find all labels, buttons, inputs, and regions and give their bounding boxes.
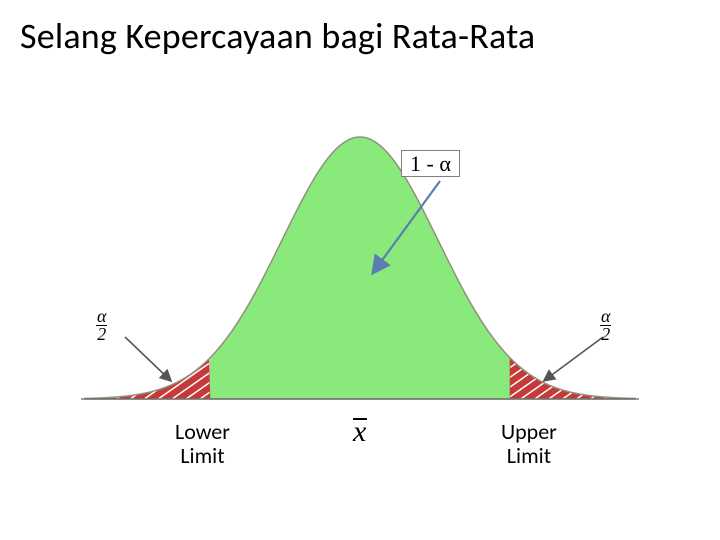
upper-limit-line1: Upper: [501, 418, 557, 445]
alpha-half-right-den: 2: [600, 326, 611, 343]
bell-center-region: [210, 137, 510, 399]
slide-title: Selang Kepercayaan bagi Rata-Rata: [20, 14, 535, 58]
x-bar-overline: [353, 418, 367, 420]
arrow-alpha-half-left: [125, 337, 170, 380]
upper-limit-label: Upper Limit: [501, 420, 557, 468]
alpha-half-right: α 2: [600, 308, 611, 343]
lower-limit-line1: Lower: [175, 418, 230, 445]
lower-limit-label: Lower Limit: [175, 420, 230, 468]
x-bar-symbol: x: [353, 415, 366, 449]
alpha-half-left: α 2: [96, 308, 107, 343]
one-minus-alpha-label: 1 - α: [401, 150, 460, 177]
x-bar-glyph: x: [353, 415, 366, 448]
alpha-half-left-fraction: α 2: [96, 308, 107, 343]
upper-limit-line2: Limit: [507, 442, 551, 469]
alpha-half-left-den: 2: [96, 326, 107, 343]
alpha-half-right-fraction: α 2: [600, 308, 611, 343]
alpha-glyph: α: [439, 151, 451, 176]
arrow-alpha-half-right: [545, 337, 603, 380]
bell-curve-svg: [75, 95, 645, 415]
one-minus-alpha-prefix: 1 -: [410, 151, 439, 176]
lower-limit-line2: Limit: [180, 442, 224, 469]
confidence-interval-diagram: 1 - α x Lower Limit Upper Limit α 2 α: [75, 95, 645, 425]
